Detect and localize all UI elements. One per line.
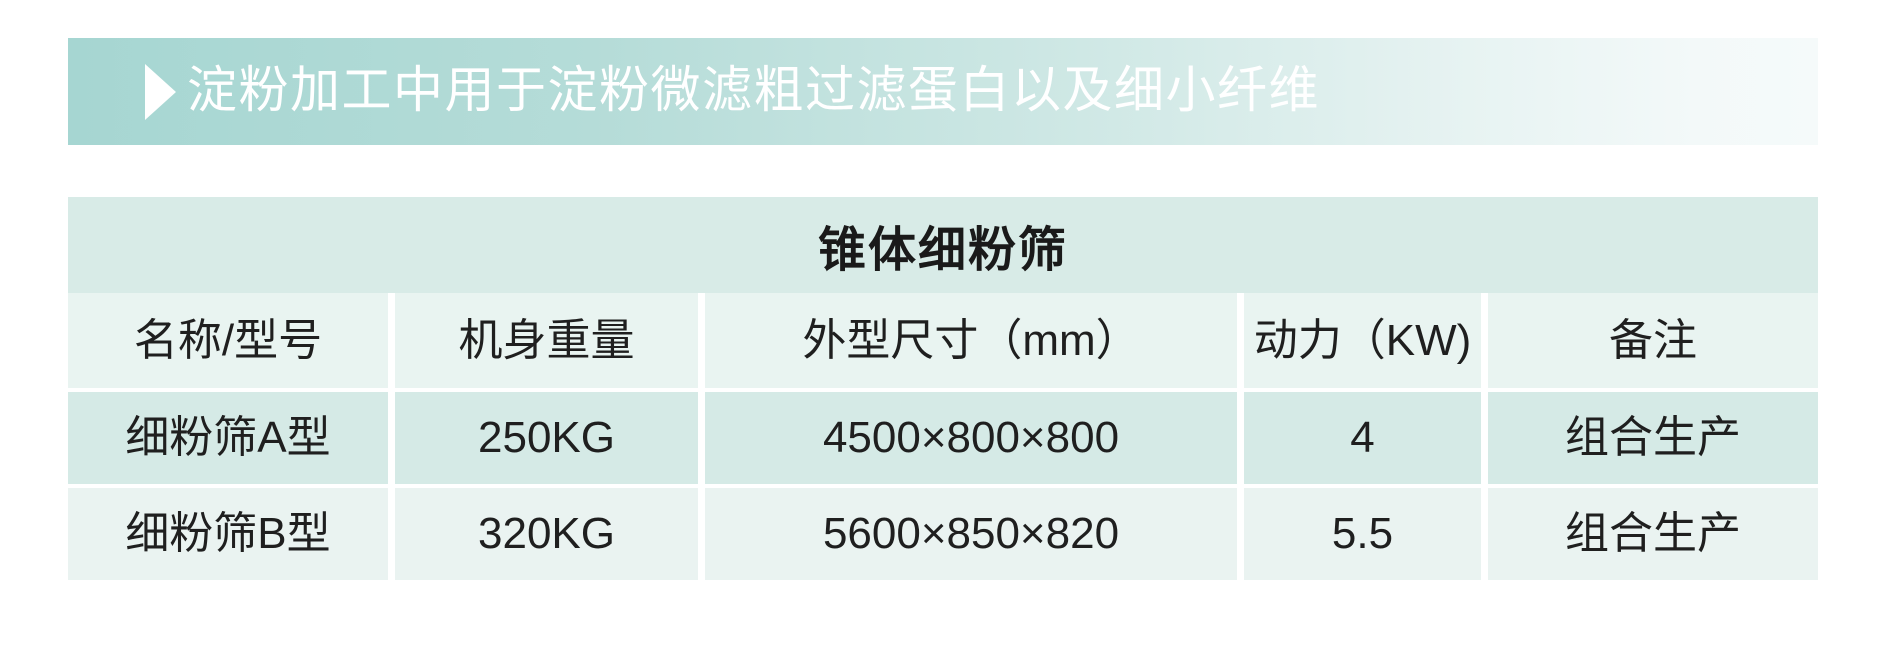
column-header-name-model: 名称/型号 [68,293,388,388]
cell-dimensions: 5600×850×820 [705,488,1237,580]
column-header-body-weight: 机身重量 [395,293,698,388]
column-header-power: 动力（KW) [1244,293,1481,388]
cell-body-weight: 250KG [395,392,698,484]
table-header-row: 名称/型号 机身重量 外型尺寸（mm） 动力（KW) 备注 [68,293,1818,388]
right-triangle-icon [145,63,176,120]
column-header-remarks: 备注 [1488,293,1818,388]
section-title: 淀粉加工中用于淀粉微滤粗过滤蛋白以及细小纤维 [187,61,1320,118]
cell-remarks: 组合生产 [1488,488,1818,580]
table-row: 细粉筛B型 320KG 5600×850×820 5.5 组合生产 [68,488,1818,580]
cell-name-model: 细粉筛B型 [68,488,388,580]
column-header-dimensions: 外型尺寸（mm） [705,293,1237,388]
cell-remarks: 组合生产 [1488,392,1818,484]
spec-table: 锥体细粉筛 名称/型号 机身重量 外型尺寸（mm） 动力（KW) 备注 细粉筛A… [68,197,1818,584]
table-title: 锥体细粉筛 [817,224,1068,277]
cell-dimensions: 4500×800×800 [705,392,1237,484]
cell-name-model: 细粉筛A型 [68,392,388,484]
table-row: 细粉筛A型 250KG 4500×800×800 4 组合生产 [68,392,1818,484]
cell-body-weight: 320KG [395,488,698,580]
section-banner: 淀粉加工中用于淀粉微滤粗过滤蛋白以及细小纤维 [68,38,1818,145]
table-title-row: 锥体细粉筛 [68,197,1818,293]
cell-power: 5.5 [1244,488,1481,580]
cell-power: 4 [1244,392,1481,484]
